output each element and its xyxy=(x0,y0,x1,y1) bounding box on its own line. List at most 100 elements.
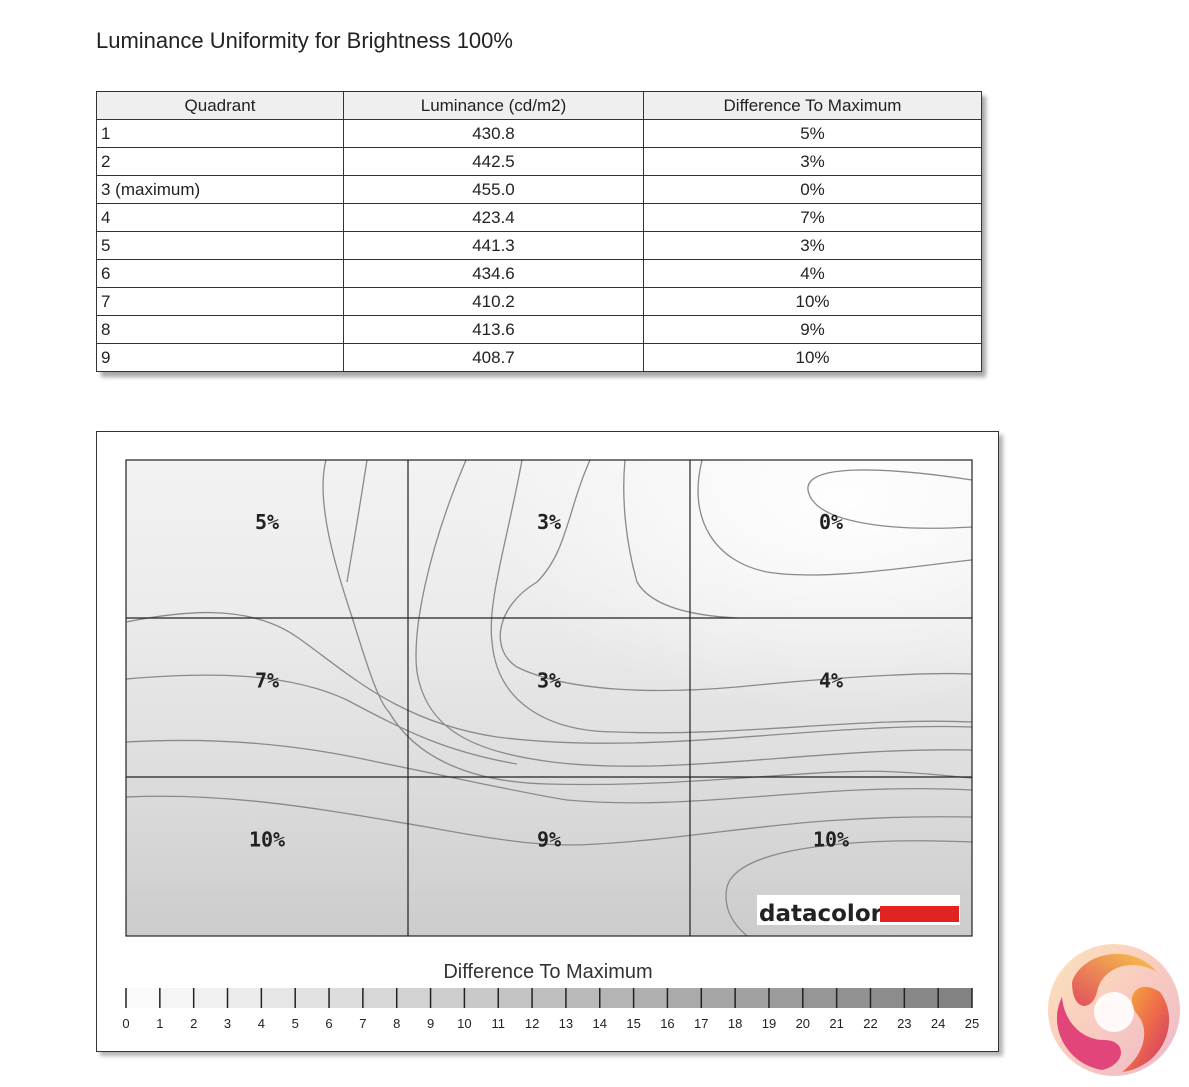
legend-swatch xyxy=(126,988,160,1008)
luminance-cell: 455.0 xyxy=(343,175,644,204)
legend-swatch xyxy=(701,988,736,1008)
legend-tick-label: 8 xyxy=(393,1016,400,1031)
legend-tick-label: 4 xyxy=(258,1016,265,1031)
header-luminance: Luminance (cd/m2) xyxy=(343,91,644,120)
datacolor-logo: datacolor xyxy=(757,895,960,927)
legend-tick-label: 17 xyxy=(694,1016,708,1031)
legend-tick-label: 23 xyxy=(897,1016,911,1031)
header-difference: Difference To Maximum xyxy=(643,91,982,120)
legend-tick-label: 10 xyxy=(457,1016,471,1031)
brand-logo-icon xyxy=(1048,944,1180,1076)
legend-swatch xyxy=(362,988,397,1008)
table-row: 5 441.3 3% xyxy=(96,231,982,260)
quadrant-cell: 9 xyxy=(96,343,344,372)
legend-tick-label: 25 xyxy=(965,1016,979,1031)
table-header-row: Quadrant Luminance (cd/m2) Difference To… xyxy=(96,91,982,120)
legend-tick-label: 1 xyxy=(156,1016,163,1031)
legend-tick-label: 13 xyxy=(559,1016,573,1031)
legend-scale: 0 1 2 3 4 5 6 7 8 9 10 11 12 13 14 15 16 17 18 19 20 21 22 23 24… xyxy=(122,988,979,1031)
table-row: 4 423.4 7% xyxy=(96,203,982,232)
legend-swatch xyxy=(599,988,634,1008)
difference-cell: 10% xyxy=(643,343,982,372)
cell-label-q7: 10% xyxy=(249,827,285,851)
table-row: 2 442.5 3% xyxy=(96,147,982,176)
legend-tick-label: 19 xyxy=(762,1016,776,1031)
legend-swatch xyxy=(329,988,363,1008)
luminance-cell: 430.8 xyxy=(343,119,644,148)
luminance-cell: 423.4 xyxy=(343,203,644,232)
legend-swatch xyxy=(802,988,837,1008)
difference-cell: 4% xyxy=(643,259,982,288)
legend-swatch xyxy=(159,988,194,1008)
legend-tick-label: 18 xyxy=(728,1016,742,1031)
uniformity-heatmap-panel: 5% 3% 0% 7% 3% 4% 10% 9% 10% datacolor Differenc… xyxy=(96,431,999,1052)
uniformity-heatmap: 5% 3% 0% 7% 3% 4% 10% 9% 10% datacolor Differenc… xyxy=(122,459,979,1031)
legend-swatch xyxy=(938,988,972,1008)
cell-label-q9: 10% xyxy=(813,827,849,851)
legend-swatch xyxy=(430,988,465,1008)
legend-tick-label: 15 xyxy=(626,1016,640,1031)
legend-title: Difference To Maximum xyxy=(443,961,652,983)
table-row: 3 (maximum) 455.0 0% xyxy=(96,175,982,204)
legend-swatch xyxy=(870,988,905,1008)
table-row: 7 410.2 10% xyxy=(96,287,982,316)
legend-tick-label: 12 xyxy=(525,1016,539,1031)
uniformity-table: Quadrant Luminance (cd/m2) Difference To… xyxy=(96,91,982,372)
legend-swatch xyxy=(735,988,769,1008)
legend-swatch xyxy=(667,988,702,1008)
legend-swatch xyxy=(565,988,600,1008)
luminance-cell: 434.6 xyxy=(343,259,644,288)
quadrant-cell: 1 xyxy=(96,119,344,148)
difference-cell: 3% xyxy=(643,147,982,176)
legend-tick-label: 16 xyxy=(660,1016,674,1031)
legend-tick-label: 24 xyxy=(931,1016,945,1031)
legend-swatch xyxy=(295,988,330,1008)
legend-swatch xyxy=(904,988,939,1008)
difference-cell: 7% xyxy=(643,203,982,232)
legend-swatch xyxy=(464,988,499,1008)
legend-tick-label: 11 xyxy=(491,1016,505,1031)
luminance-cell: 410.2 xyxy=(343,287,644,316)
table-row: 1 430.8 5% xyxy=(96,119,982,148)
quadrant-cell: 5 xyxy=(96,231,344,260)
legend-swatch xyxy=(193,988,228,1008)
brand-wordmark: datacolor xyxy=(759,901,883,927)
difference-cell: 9% xyxy=(643,315,982,344)
legend-tick-label: 21 xyxy=(829,1016,843,1031)
legend-swatch xyxy=(261,988,296,1008)
cell-label-q4: 7% xyxy=(255,669,279,693)
legend-tick-label: 7 xyxy=(359,1016,366,1031)
luminance-cell: 442.5 xyxy=(343,147,644,176)
luminance-cell: 441.3 xyxy=(343,231,644,260)
legend-tick-label: 6 xyxy=(325,1016,332,1031)
difference-cell: 0% xyxy=(643,175,982,204)
quadrant-cell: 6 xyxy=(96,259,344,288)
table-row: 8 413.6 9% xyxy=(96,315,982,344)
legend-tick-label: 9 xyxy=(427,1016,434,1031)
chart-title: Luminance Uniformity for Brightness 100% xyxy=(96,28,513,53)
legend-swatch xyxy=(836,988,871,1008)
table-row: 9 408.7 10% xyxy=(96,343,982,372)
header-quadrant: Quadrant xyxy=(96,91,344,120)
legend-tick-label: 20 xyxy=(796,1016,810,1031)
legend-tick-label: 3 xyxy=(224,1016,231,1031)
quadrant-cell: 8 xyxy=(96,315,344,344)
table-row: 6 434.6 4% xyxy=(96,259,982,288)
difference-cell: 10% xyxy=(643,287,982,316)
cell-label-q2: 3% xyxy=(537,510,561,534)
legend-tick-label: 2 xyxy=(190,1016,197,1031)
luminance-cell: 408.7 xyxy=(343,343,644,372)
brand-red-bar xyxy=(880,906,959,922)
legend-tick-label: 22 xyxy=(863,1016,877,1031)
quadrant-cell: 3 (maximum) xyxy=(96,175,344,204)
cell-label-q3: 0% xyxy=(819,510,843,534)
quadrant-cell: 2 xyxy=(96,147,344,176)
legend-swatch xyxy=(396,988,431,1008)
legend-swatch xyxy=(227,988,262,1008)
luminance-cell: 413.6 xyxy=(343,315,644,344)
legend-swatch xyxy=(498,988,533,1008)
legend-swatch xyxy=(532,988,566,1008)
cell-label-q6: 4% xyxy=(819,669,843,693)
cell-label-q1: 5% xyxy=(255,510,279,534)
legend-tick-label: 14 xyxy=(593,1016,607,1031)
